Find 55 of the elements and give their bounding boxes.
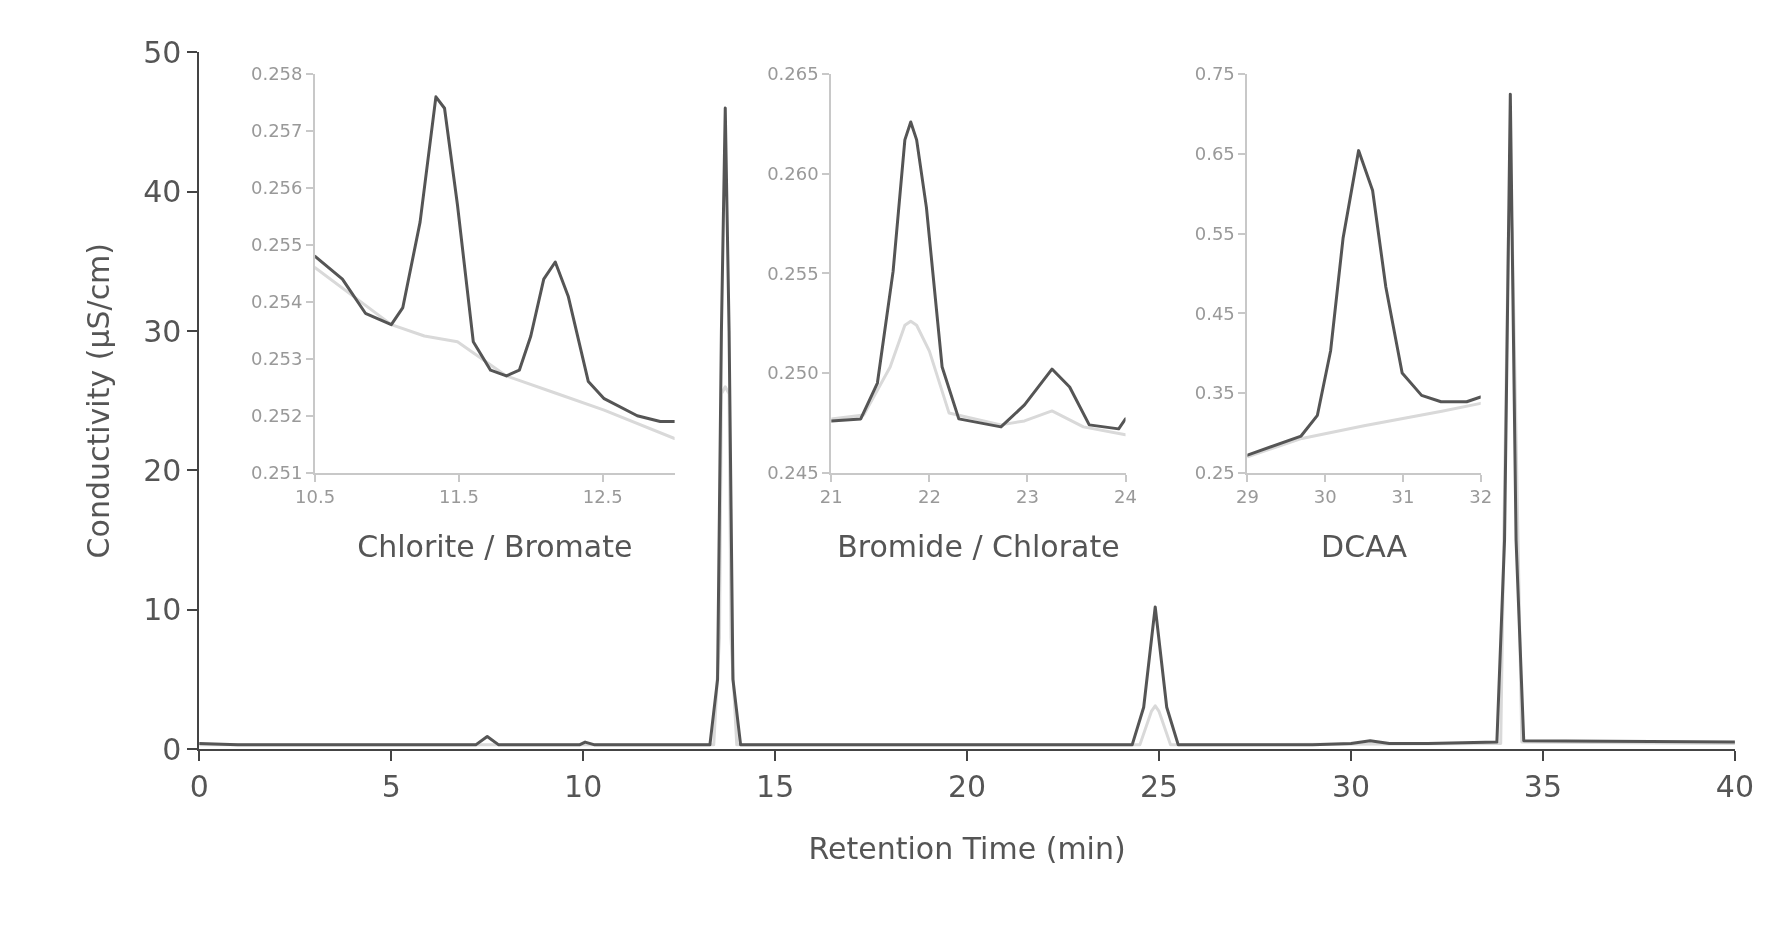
y-tick-label: 0 (162, 731, 182, 767)
x-tick-label: 5 (381, 769, 401, 805)
y-tick-label: 50 (143, 34, 182, 70)
x-tick-label: 12.5 (582, 486, 623, 508)
y-tick-label: 0.25 (1194, 462, 1235, 484)
y-tick-label: 0.256 (250, 177, 303, 199)
y-tick-label: 0.258 (250, 63, 303, 85)
y-tick-label: 40 (143, 174, 182, 210)
x-tick-label: 22 (917, 486, 941, 508)
y-tick-label: 0.250 (767, 362, 819, 384)
y-tick-label: 0.251 (250, 462, 303, 484)
x-axis-title: Chlorite / Bromate (357, 529, 633, 565)
y-tick-label: 30 (143, 313, 182, 349)
line-series (1247, 401, 1481, 459)
x-tick-label: 11.5 (438, 486, 479, 508)
x-tick-label: 21 (819, 486, 843, 508)
y-tick-label: 0.265 (767, 63, 819, 85)
y-tick-label: 0.254 (250, 291, 303, 313)
y-tick-label: 0.45 (1194, 302, 1235, 324)
line-series (315, 95, 675, 423)
x-tick-label: 24 (1114, 486, 1137, 508)
line-series (315, 266, 675, 441)
x-tick-label: 10 (564, 769, 603, 805)
x-tick-label: 35 (1523, 769, 1563, 805)
line-series (831, 120, 1126, 431)
x-tick-label: 20 (948, 769, 987, 805)
y-tick-label: 0.245 (767, 462, 819, 484)
y-tick-label: 0.253 (250, 348, 303, 370)
y-tick-label: 0.260 (767, 163, 819, 185)
x-tick-label: 23 (1016, 486, 1039, 508)
x-axis-title: Retention Time (min) (808, 831, 1126, 867)
x-tick-label: 0 (189, 769, 209, 805)
x-tick-label: 30 (1313, 486, 1337, 508)
x-axis-title: DCAA (1321, 529, 1408, 565)
line-series (1247, 149, 1481, 457)
x-tick-label: 30 (1331, 769, 1371, 805)
x-tick-label: 32 (1469, 486, 1493, 508)
x-tick-label: 10.5 (295, 486, 336, 508)
y-tick-label: 0.75 (1194, 63, 1235, 85)
y-tick-label: 0.65 (1194, 143, 1235, 165)
x-axis-title: Bromide / Chlorate (837, 529, 1120, 565)
x-tick-label: 15 (756, 769, 795, 805)
y-tick-label: 10 (143, 592, 182, 628)
y-tick-label: 0.55 (1194, 222, 1235, 244)
y-axis-title: Conductivity (µS/cm) (80, 242, 116, 559)
y-tick-label: 0.257 (250, 120, 303, 142)
x-tick-label: 40 (1715, 769, 1754, 805)
y-tick-label: 0.252 (250, 405, 303, 427)
x-tick-label: 25 (1139, 769, 1179, 805)
x-tick-label: 31 (1391, 486, 1415, 508)
y-tick-label: 0.35 (1194, 382, 1235, 404)
x-tick-label: 29 (1235, 486, 1259, 508)
y-tick-label: 0.255 (250, 234, 303, 256)
line-series (831, 319, 1126, 437)
y-tick-label: 0.255 (767, 262, 819, 284)
